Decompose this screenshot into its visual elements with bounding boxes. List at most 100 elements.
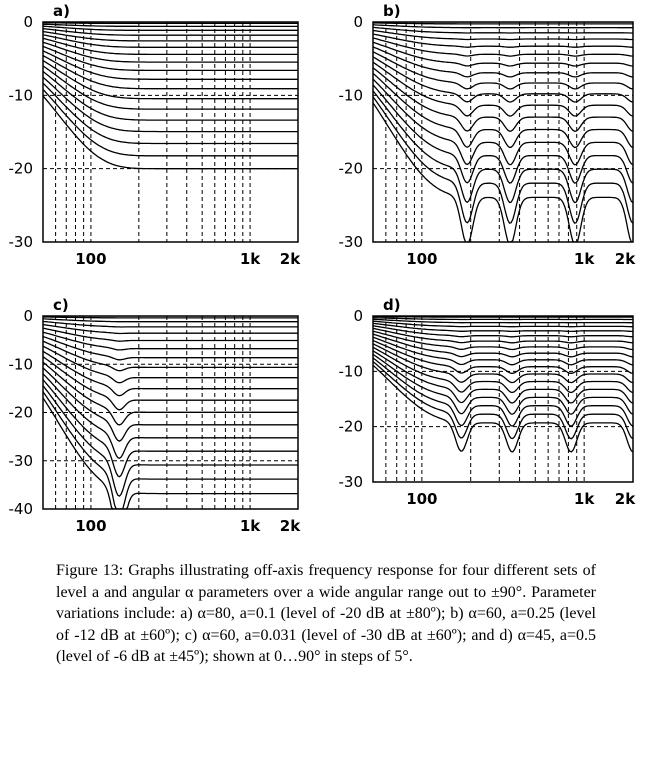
series-line-25deg <box>373 33 633 48</box>
y-tick-label: -20 <box>339 160 364 178</box>
figure-13-charts: 0 -10 -20 -30 100 1k 2k a) 0 -10 -20 -30 100 1k 2k b) 0 -… <box>9 2 637 535</box>
y-tick-label: -30 <box>9 452 34 470</box>
series-line-70deg <box>43 373 298 460</box>
y-tick-label: -40 <box>9 500 34 518</box>
series-line-80deg <box>373 90 633 204</box>
series-line-25deg <box>43 30 298 42</box>
series-line-50deg <box>43 350 298 397</box>
series-line-60deg <box>373 67 633 132</box>
y-tick-label: 0 <box>353 13 363 31</box>
panel-label: c) <box>53 296 69 314</box>
series-line-75deg <box>43 76 298 133</box>
x-tick-label: 1k <box>574 250 595 268</box>
x-tick-label: 100 <box>75 517 106 535</box>
series-line-50deg <box>373 336 633 366</box>
series-line-85deg <box>43 391 298 509</box>
series-line-30deg <box>43 34 298 48</box>
series-line-25deg <box>373 322 633 333</box>
series-line-40deg <box>373 46 633 78</box>
series-line-20deg <box>43 28 298 36</box>
series-line-75deg <box>43 379 298 478</box>
figure-caption: Figure 13: Graphs illustrating off-axis … <box>56 562 596 665</box>
series-line-35deg <box>43 335 298 361</box>
series-line-70deg <box>373 350 633 404</box>
series-line-85deg <box>43 88 298 157</box>
y-tick-label: 0 <box>23 13 33 31</box>
series-line-65deg <box>373 346 633 394</box>
series-line-25deg <box>43 327 298 342</box>
panel-label: b) <box>383 2 401 20</box>
series-line-15deg <box>373 318 633 324</box>
series-line-20deg <box>43 323 298 335</box>
series-line-65deg <box>43 65 298 110</box>
chart-panel-a: 0 -10 -20 -30 100 1k 2k a) <box>9 2 302 268</box>
series-line-65deg <box>43 367 298 442</box>
plot-frame <box>372 21 634 243</box>
series-line-10deg <box>373 317 633 321</box>
series-line-80deg <box>43 385 298 497</box>
series-line-85deg <box>373 96 633 224</box>
series-line-55deg <box>373 339 633 375</box>
x-tick-label: 100 <box>75 250 106 268</box>
chart-panel-b: 0 -10 -20 -30 100 1k 2k b) <box>339 2 637 268</box>
series-line-70deg <box>373 78 633 166</box>
plot-frame <box>42 315 299 510</box>
series-line-10deg <box>43 23 298 28</box>
series-line-55deg <box>373 61 633 117</box>
series-line-40deg <box>43 41 298 63</box>
series-line-50deg <box>43 50 298 80</box>
x-tick-label: 1k <box>240 517 261 535</box>
chart-panel-c: 0 -10 -20 -30 -40 100 1k 2k c) <box>9 296 302 535</box>
x-tick-label: 1k <box>240 250 261 268</box>
x-tick-label: 2k <box>615 490 636 508</box>
series-line-45deg <box>43 345 298 384</box>
series-line-50deg <box>373 56 633 103</box>
y-tick-label: 0 <box>353 307 363 325</box>
series-line-5deg <box>373 22 633 25</box>
series-line-75deg <box>373 84 633 184</box>
series-line-90deg <box>43 397 298 509</box>
series-line-35deg <box>373 327 633 344</box>
series-line-30deg <box>373 325 633 338</box>
y-tick-label: -10 <box>9 86 34 104</box>
series-line-45deg <box>373 333 633 358</box>
y-tick-label: -20 <box>9 404 34 422</box>
series-line-90deg <box>373 364 633 453</box>
series-line-55deg <box>43 356 298 411</box>
chart-panel-d: 0 -10 -20 -30 100 1k 2k d) <box>339 296 637 508</box>
series-line-60deg <box>43 361 298 426</box>
x-tick-label: 1k <box>574 490 595 508</box>
x-tick-label: 2k <box>615 250 636 268</box>
x-tick-label: 100 <box>406 490 437 508</box>
series-line-45deg <box>43 45 298 72</box>
y-tick-label: -10 <box>339 362 364 380</box>
series-line-5deg <box>43 22 298 25</box>
series-line-90deg <box>43 95 298 170</box>
series-line-20deg <box>373 320 633 328</box>
series-line-30deg <box>43 331 298 351</box>
y-tick-label: -30 <box>339 473 364 491</box>
series-line-75deg <box>373 353 633 415</box>
series-line-65deg <box>373 72 633 149</box>
y-tick-label: -10 <box>9 355 34 373</box>
series-group <box>373 22 633 242</box>
series-line-40deg <box>373 330 633 351</box>
series-line-30deg <box>373 37 633 57</box>
y-tick-label: -20 <box>9 160 34 178</box>
plot-frame <box>42 21 299 243</box>
series-line-80deg <box>43 82 298 145</box>
series-line-20deg <box>373 29 633 41</box>
series-group <box>373 316 633 453</box>
series-line-55deg <box>43 55 298 90</box>
series-line-35deg <box>43 37 298 56</box>
series-line-15deg <box>43 25 298 31</box>
y-tick-label: -10 <box>339 86 364 104</box>
series-line-10deg <box>373 24 633 29</box>
series-line-85deg <box>373 361 633 440</box>
series-group <box>43 316 298 509</box>
series-line-70deg <box>43 70 298 121</box>
series-line-10deg <box>43 318 298 323</box>
y-tick-label: 0 <box>23 307 33 325</box>
series-line-45deg <box>373 51 633 90</box>
panel-label: d) <box>383 296 401 314</box>
